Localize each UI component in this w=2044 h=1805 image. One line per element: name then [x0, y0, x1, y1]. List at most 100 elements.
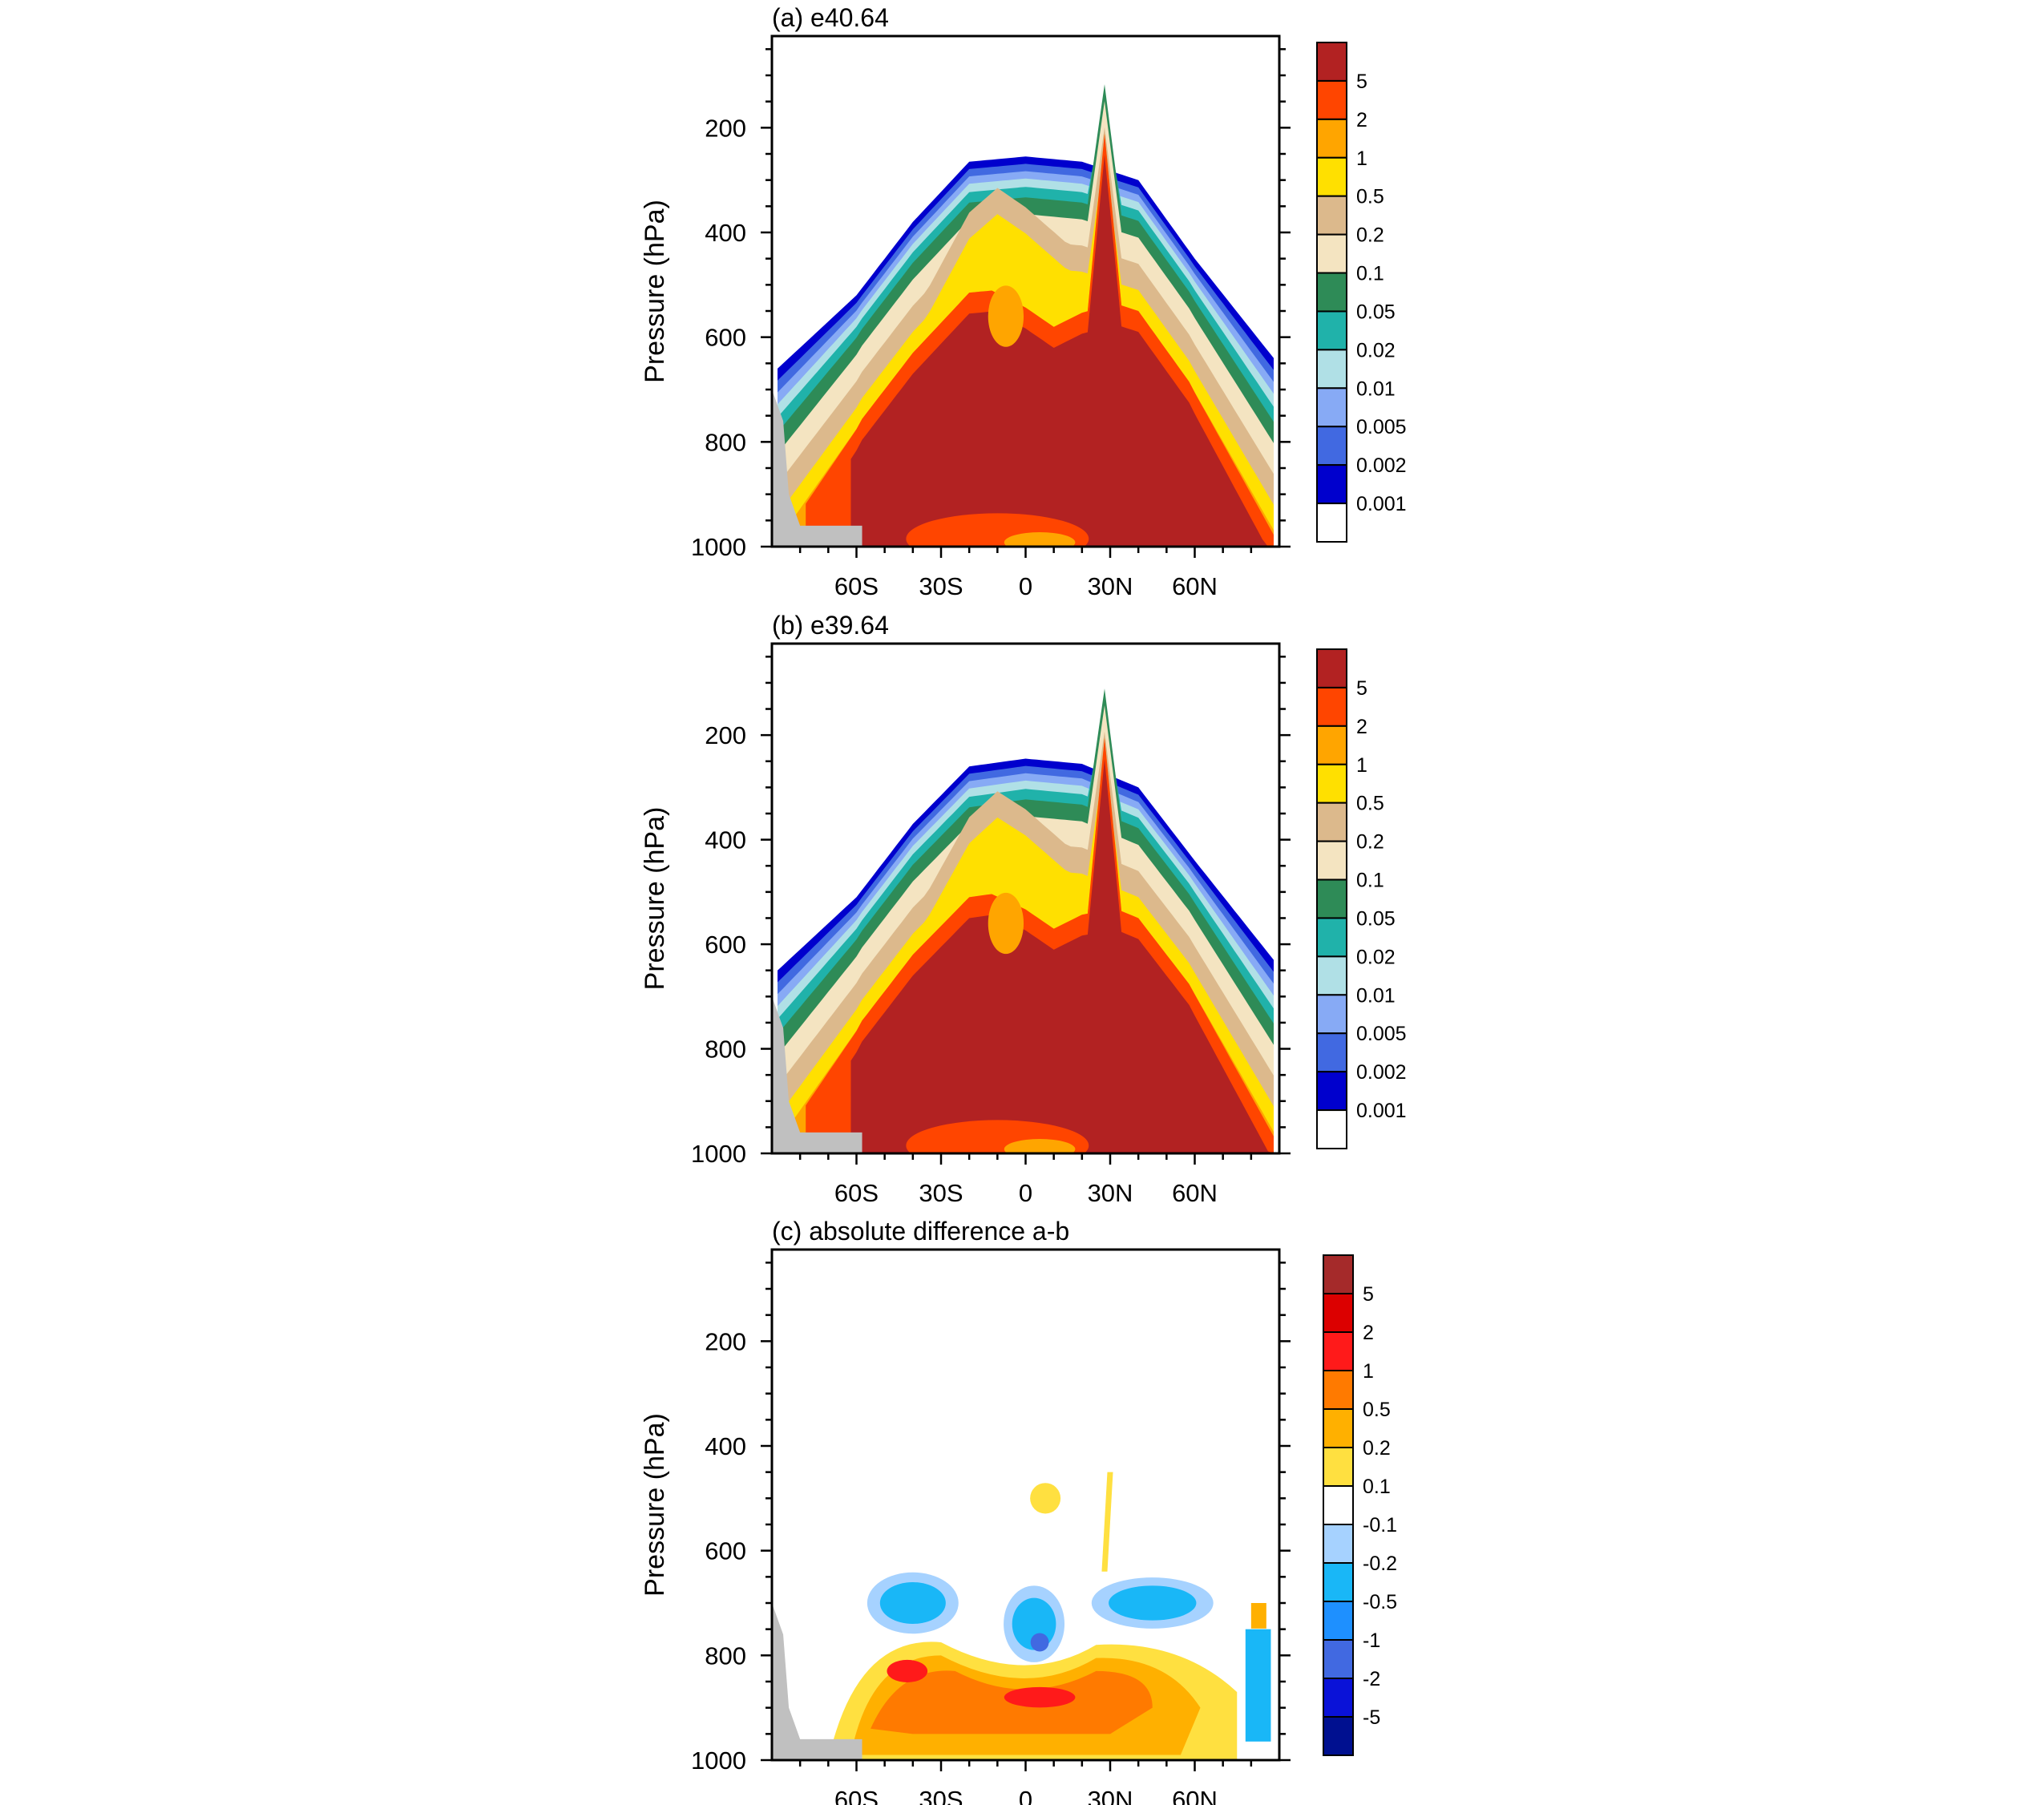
colorbar-box: [1316, 272, 1347, 313]
y-tick-label: 800: [705, 1036, 746, 1064]
panel-title: (c) absolute difference a-b: [772, 1217, 1069, 1246]
colorbar-box: [1323, 1485, 1354, 1525]
colorbar-box: [1323, 1678, 1354, 1718]
colorbar-box: [1316, 233, 1347, 274]
colorbar-box: [1323, 1639, 1354, 1679]
colorbar-label: 0.01: [1356, 984, 1396, 1007]
x-tick-label: 60S: [834, 1786, 879, 1805]
y-tick-label: 600: [705, 324, 746, 352]
x-tick-label: 60N: [1172, 572, 1218, 600]
x-tick-label: 60S: [834, 572, 879, 600]
colorbar-label: 0.02: [1356, 339, 1396, 361]
colorbar-box: [1316, 1071, 1347, 1112]
colorbar-box: [1316, 955, 1347, 996]
panel-title: (a) e40.64: [772, 3, 889, 32]
x-tick-label: 30S: [919, 1786, 963, 1805]
colorbar-label: 0.001: [1356, 493, 1407, 515]
x-tick-label: 60N: [1172, 1786, 1218, 1805]
colorbar-box: [1316, 503, 1347, 543]
y-axis-label: Pressure (hPa): [640, 200, 670, 383]
positive-core-2: [1004, 1686, 1076, 1708]
y-tick-label: 1000: [691, 1140, 746, 1168]
colorbar-box: [1323, 1601, 1354, 1641]
small-positive-blob: [1030, 1483, 1061, 1514]
colorbar-label: 0.1: [1356, 263, 1384, 285]
colorbar-label: 5: [1363, 1283, 1374, 1306]
colorbar-box: [1323, 1524, 1354, 1564]
colorbar-box: [1316, 1109, 1347, 1149]
colorbar-box: [1316, 310, 1347, 351]
colorbar-box: [1323, 1293, 1354, 1333]
y-axis-label: Pressure (hPa): [640, 1413, 670, 1597]
colorbar-box: [1323, 1447, 1354, 1487]
contour-field: [772, 1250, 1279, 1760]
spike-positive: [1101, 1472, 1113, 1572]
y-tick-label: 200: [705, 1327, 746, 1355]
y-tick-label: 400: [705, 1432, 746, 1460]
colorbar-label: 0.002: [1356, 1061, 1407, 1084]
colorbar-label: -0.2: [1363, 1553, 1397, 1575]
colorbar-box: [1316, 878, 1347, 919]
colorbar-label: 5: [1356, 677, 1367, 700]
arctic-negative: [1245, 1629, 1271, 1742]
contour-level-11: [850, 759, 1274, 1153]
x-tick-label: 60N: [1172, 1179, 1218, 1207]
colorbar-label: 0.5: [1356, 793, 1384, 815]
contour-level-11: [850, 155, 1274, 547]
surface-mask: [772, 1603, 862, 1760]
colorbar-label: -0.1: [1363, 1514, 1397, 1536]
colorbar-box: [1323, 1562, 1354, 1602]
colorbar-box: [1316, 349, 1347, 390]
positive-core-1: [887, 1659, 928, 1682]
colorbar-label: -5: [1363, 1706, 1380, 1729]
colorbar-box: [1316, 840, 1347, 881]
x-tick-label: 0: [1019, 1786, 1032, 1805]
orange-core: [988, 285, 1024, 347]
colorbar-label: -0.5: [1363, 1591, 1397, 1613]
y-tick-label: 200: [705, 721, 746, 749]
colorbar-box: [1316, 195, 1347, 236]
x-tick-label: 30S: [919, 572, 963, 600]
colorbar-label: 0.001: [1356, 1100, 1407, 1122]
colorbar-label: 2: [1356, 716, 1367, 738]
colorbar-label: 0.2: [1356, 224, 1384, 247]
x-tick-label: 30N: [1088, 1179, 1133, 1207]
y-tick-label: 1000: [691, 1746, 746, 1775]
colorbar-label: 0.2: [1363, 1437, 1391, 1460]
contour-field: [772, 644, 1279, 1153]
y-tick-label: 600: [705, 1537, 746, 1565]
x-tick-label: 0: [1019, 572, 1032, 600]
colorbar-label: 0.005: [1356, 1023, 1407, 1045]
colorbar-box: [1323, 1331, 1354, 1371]
colorbar-box: [1316, 686, 1347, 727]
negative-blob: [879, 1582, 946, 1624]
colorbar-label: 0.5: [1356, 186, 1384, 208]
surface-band-inner: [1004, 532, 1076, 547]
colorbar-label: 0.05: [1356, 301, 1396, 323]
colorbar-label: 1: [1356, 754, 1367, 777]
colorbar-label: 1: [1363, 1360, 1374, 1383]
y-tick-label: 800: [705, 428, 746, 456]
colorbar-label: 0.1: [1356, 870, 1384, 892]
colorbar-label: 0.2: [1356, 831, 1384, 854]
arctic-positive: [1250, 1603, 1266, 1629]
panel-2: 200 400 600 800 1000 60S 30S 0 30N 60N (c) absolut…: [640, 1217, 1397, 1805]
colorbar-label: 1: [1356, 147, 1367, 170]
y-tick-label: 1000: [691, 533, 746, 561]
colorbar-box: [1316, 464, 1347, 505]
y-tick-label: 800: [705, 1641, 746, 1670]
colorbar-label: -2: [1363, 1668, 1380, 1690]
colorbar-box: [1323, 1254, 1354, 1294]
y-tick-label: 400: [705, 826, 746, 854]
x-tick-label: 60S: [834, 1179, 879, 1207]
x-tick-label: 30N: [1088, 1786, 1133, 1805]
y-tick-label: 600: [705, 931, 746, 959]
colorbar-box: [1323, 1716, 1354, 1756]
colorbar-box: [1316, 42, 1347, 82]
colorbar-box: [1323, 1408, 1354, 1448]
colorbar-label: -1: [1363, 1629, 1380, 1652]
colorbar-label: 0.005: [1356, 416, 1407, 438]
colorbar-box: [1316, 994, 1347, 1035]
orange-core: [988, 892, 1024, 955]
